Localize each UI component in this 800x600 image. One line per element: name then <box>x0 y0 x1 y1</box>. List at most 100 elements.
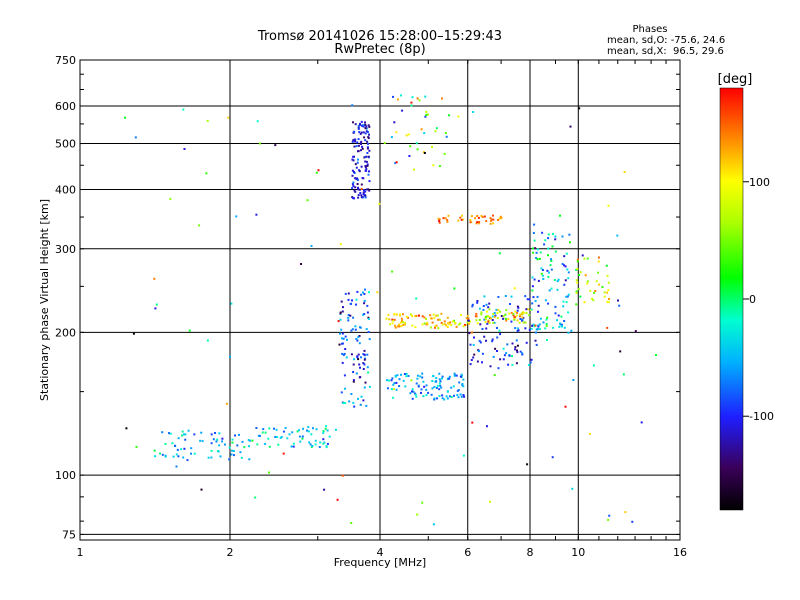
data-point <box>536 328 539 330</box>
y-tick-label: 600 <box>55 100 76 113</box>
data-point <box>356 178 359 181</box>
data-point <box>509 303 511 305</box>
data-point <box>502 358 505 361</box>
data-point <box>177 455 180 458</box>
phase-legend-heading: Phases <box>632 24 667 35</box>
data-point <box>431 145 433 148</box>
data-point <box>402 323 405 326</box>
data-point <box>554 238 557 241</box>
data-point <box>124 116 127 119</box>
data-point <box>193 433 196 436</box>
data-point <box>531 289 534 292</box>
data-point <box>347 314 350 316</box>
data-point <box>457 389 460 392</box>
data-point <box>430 393 433 396</box>
data-point <box>355 372 358 375</box>
data-point <box>510 295 513 298</box>
data-point <box>485 310 488 313</box>
data-point <box>323 488 326 491</box>
data-point <box>518 315 521 318</box>
data-point <box>565 252 568 255</box>
data-point <box>567 271 570 274</box>
data-point <box>446 316 449 319</box>
phase-legend-line2: mean, sd,X: 96.5, 29.6 <box>607 46 724 57</box>
data-point <box>362 399 365 402</box>
data-point <box>655 354 657 356</box>
data-point <box>258 142 261 145</box>
data-point <box>352 363 355 366</box>
data-point <box>356 161 359 164</box>
data-point <box>326 429 329 432</box>
data-point <box>460 218 463 221</box>
data-point <box>478 350 480 353</box>
data-point <box>640 421 643 424</box>
data-point <box>492 218 495 221</box>
data-point <box>601 286 604 288</box>
data-point <box>498 252 501 255</box>
data-point <box>367 136 370 139</box>
data-point <box>181 430 184 433</box>
data-point <box>360 356 362 359</box>
data-point <box>341 337 343 340</box>
data-point <box>267 437 270 440</box>
data-point <box>483 295 486 298</box>
data-point <box>502 347 505 350</box>
data-point <box>478 339 481 342</box>
data-point <box>290 445 293 448</box>
data-point <box>564 405 567 408</box>
data-point <box>565 295 568 298</box>
data-point <box>578 107 581 110</box>
data-point <box>355 303 357 306</box>
data-point <box>205 172 208 175</box>
data-point <box>496 312 499 315</box>
data-point <box>522 311 525 314</box>
data-point <box>526 463 529 466</box>
data-point <box>400 324 403 327</box>
data-point <box>492 313 495 315</box>
data-point <box>200 488 203 491</box>
colorbar-ticks: 100 0 -100 <box>743 176 774 423</box>
data-point <box>446 220 449 223</box>
data-point <box>405 134 408 137</box>
data-point <box>363 353 366 356</box>
data-point <box>357 158 359 161</box>
data-point <box>552 326 555 329</box>
data-point <box>455 325 458 328</box>
data-point <box>399 313 402 316</box>
data-point <box>484 315 487 318</box>
data-point <box>350 329 353 332</box>
data-point <box>340 391 343 394</box>
data-point <box>565 301 568 304</box>
data-point <box>273 427 275 430</box>
data-point <box>400 373 402 376</box>
data-point <box>459 393 462 396</box>
data-point <box>527 308 530 311</box>
data-point <box>438 395 441 397</box>
data-point <box>438 165 441 168</box>
data-point <box>448 375 451 378</box>
data-point <box>533 278 536 281</box>
data-point <box>425 388 428 391</box>
data-point <box>634 330 637 333</box>
data-point <box>180 448 183 451</box>
data-point <box>411 315 414 318</box>
data-point <box>358 131 361 134</box>
data-point <box>362 125 365 128</box>
data-point <box>513 318 516 321</box>
data-point <box>567 277 570 280</box>
data-point <box>416 513 419 516</box>
data-point <box>351 299 353 302</box>
data-point <box>556 319 558 322</box>
data-point <box>507 318 510 320</box>
data-point <box>355 166 358 169</box>
data-point <box>496 350 498 352</box>
data-point <box>472 356 475 359</box>
data-point <box>468 322 470 325</box>
data-point <box>357 128 360 130</box>
data-point <box>441 377 443 380</box>
data-point <box>458 381 461 384</box>
data-point <box>352 139 355 142</box>
data-point <box>402 313 404 316</box>
data-point <box>575 279 578 282</box>
data-point <box>494 347 497 350</box>
